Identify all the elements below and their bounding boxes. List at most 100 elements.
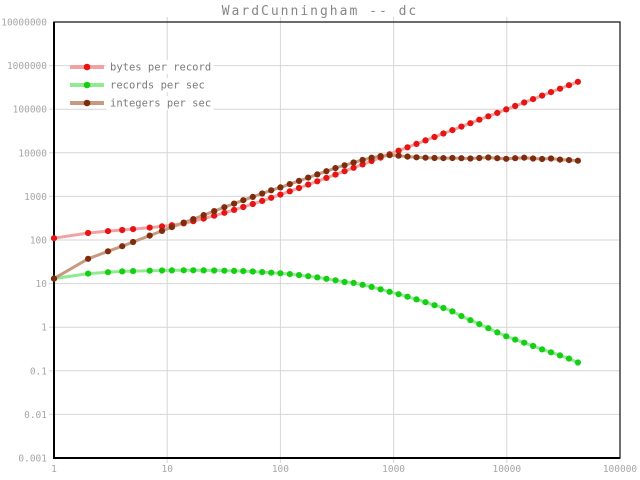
y-tick-label: 0.001 [18, 454, 47, 465]
data-point-records-per-sec [221, 267, 228, 274]
data-point-bytes-per-record [104, 228, 112, 235]
legend-label: integers per sec [110, 98, 211, 110]
data-point-records-per-sec [231, 267, 238, 274]
data-point-bytes-per-record [221, 209, 228, 216]
data-point-integers-per-sec [494, 155, 501, 162]
y-axis-tick-labels: 10000000 1000000 100000 10000 1000 100 10 1 0.1 0… [1, 18, 47, 465]
data-point-records-per-sec [259, 269, 266, 276]
data-point-bytes-per-record [440, 130, 447, 137]
data-point-integers-per-sec [158, 227, 166, 234]
data-point-bytes-per-record [494, 109, 501, 116]
y-tick-label: 1000 [24, 192, 47, 203]
data-point-integers-per-sec [211, 208, 218, 215]
data-point-records-per-sec [431, 302, 438, 309]
legend-sample-dot-records-per-sec [83, 81, 91, 89]
data-point-records-per-sec [277, 270, 284, 277]
data-point-integers-per-sec [395, 152, 402, 159]
data-point-records-per-sec [341, 278, 348, 286]
data-point-bytes-per-record [130, 226, 137, 233]
data-point-integers-per-sec [341, 162, 348, 169]
data-point-integers-per-sec [458, 155, 465, 162]
x-tick-label: 10 [161, 464, 173, 475]
legend-label: bytes per record [110, 62, 211, 74]
data-point-bytes-per-record [547, 89, 555, 96]
data-point-integers-per-sec [277, 184, 284, 191]
data-point-integers-per-sec [521, 154, 528, 161]
data-point-records-per-sec [85, 270, 92, 277]
data-point-integers-per-sec [359, 156, 366, 164]
legend-label-bg [106, 96, 214, 110]
data-point-records-per-sec [332, 277, 339, 284]
series-points [50, 78, 582, 366]
data-point-records-per-sec [377, 286, 384, 293]
data-point-bytes-per-record [286, 188, 293, 195]
data-point-records-per-sec [467, 317, 474, 324]
data-point-records-per-sec [539, 346, 546, 353]
data-point-bytes-per-record [404, 144, 411, 151]
data-point-records-per-sec [503, 333, 510, 340]
data-point-integers-per-sec [512, 155, 519, 162]
data-point-records-per-sec [440, 304, 447, 312]
data-point-integers-per-sec [240, 197, 247, 204]
data-point-records-per-sec [359, 281, 366, 288]
data-point-records-per-sec [449, 308, 456, 315]
data-point-bytes-per-record [341, 168, 348, 175]
data-point-records-per-sec [158, 267, 166, 274]
legend: bytes per record records per sec integers … [70, 60, 214, 110]
data-point-integers-per-sec [431, 154, 438, 162]
data-point-records-per-sec [211, 267, 218, 274]
y-tick-label: 1000000 [7, 61, 47, 72]
data-point-bytes-per-record [512, 102, 519, 110]
x-tick-label: 100 [272, 464, 289, 475]
data-point-records-per-sec [240, 268, 247, 275]
data-point-records-per-sec [200, 267, 207, 274]
data-point-integers-per-sec [323, 168, 330, 175]
data-point-integers-per-sec [467, 155, 474, 162]
data-point-integers-per-sec [268, 187, 275, 194]
legend-sample-dot-bytes-per-record [83, 63, 91, 71]
data-point-records-per-sec [323, 275, 330, 282]
series-line-records-per-sec [52, 268, 580, 364]
data-point-bytes-per-record [211, 212, 218, 219]
data-point-bytes-per-record [449, 127, 456, 134]
data-point-integers-per-sec [168, 224, 175, 231]
data-point-integers-per-sec [413, 154, 420, 161]
data-point-bytes-per-record [431, 133, 438, 141]
data-point-integers-per-sec [368, 154, 375, 161]
y-tick-label: 10 [36, 279, 48, 290]
data-point-bytes-per-record [268, 194, 275, 201]
data-point-bytes-per-record [323, 174, 330, 181]
data-point-bytes-per-record [359, 161, 366, 168]
data-point-integers-per-sec [565, 157, 573, 164]
chart-title: WardCunningham -- dc [222, 4, 419, 19]
data-point-integers-per-sec [485, 154, 492, 161]
legend-label-bg [106, 60, 214, 74]
data-point-integers-per-sec [547, 155, 555, 162]
data-point-records-per-sec [574, 359, 582, 366]
data-point-integers-per-sec [50, 275, 58, 282]
data-point-integers-per-sec [180, 219, 187, 226]
data-point-integers-per-sec [190, 216, 197, 223]
data-point-records-per-sec [146, 267, 153, 274]
data-point-integers-per-sec [119, 243, 126, 250]
data-point-integers-per-sec [539, 155, 546, 163]
data-point-integers-per-sec [332, 165, 339, 172]
data-point-bytes-per-record [485, 113, 492, 120]
data-point-records-per-sec [305, 273, 312, 280]
data-point-integers-per-sec [249, 193, 256, 200]
data-point-integers-per-sec [85, 255, 92, 262]
data-point-bytes-per-record [539, 92, 546, 99]
data-point-records-per-sec [368, 283, 375, 290]
data-point-records-per-sec [350, 279, 357, 286]
y-tick-label: 10000 [18, 148, 47, 159]
data-point-records-per-sec [494, 329, 501, 336]
data-point-bytes-per-record [530, 96, 537, 103]
y-tick-label: 100000 [13, 105, 48, 116]
data-point-bytes-per-record [556, 85, 564, 92]
data-point-records-per-sec [130, 268, 137, 275]
data-point-bytes-per-record [574, 78, 582, 85]
data-point-integers-per-sec [377, 153, 384, 160]
data-point-bytes-per-record [422, 137, 429, 144]
data-point-bytes-per-record [395, 147, 402, 154]
